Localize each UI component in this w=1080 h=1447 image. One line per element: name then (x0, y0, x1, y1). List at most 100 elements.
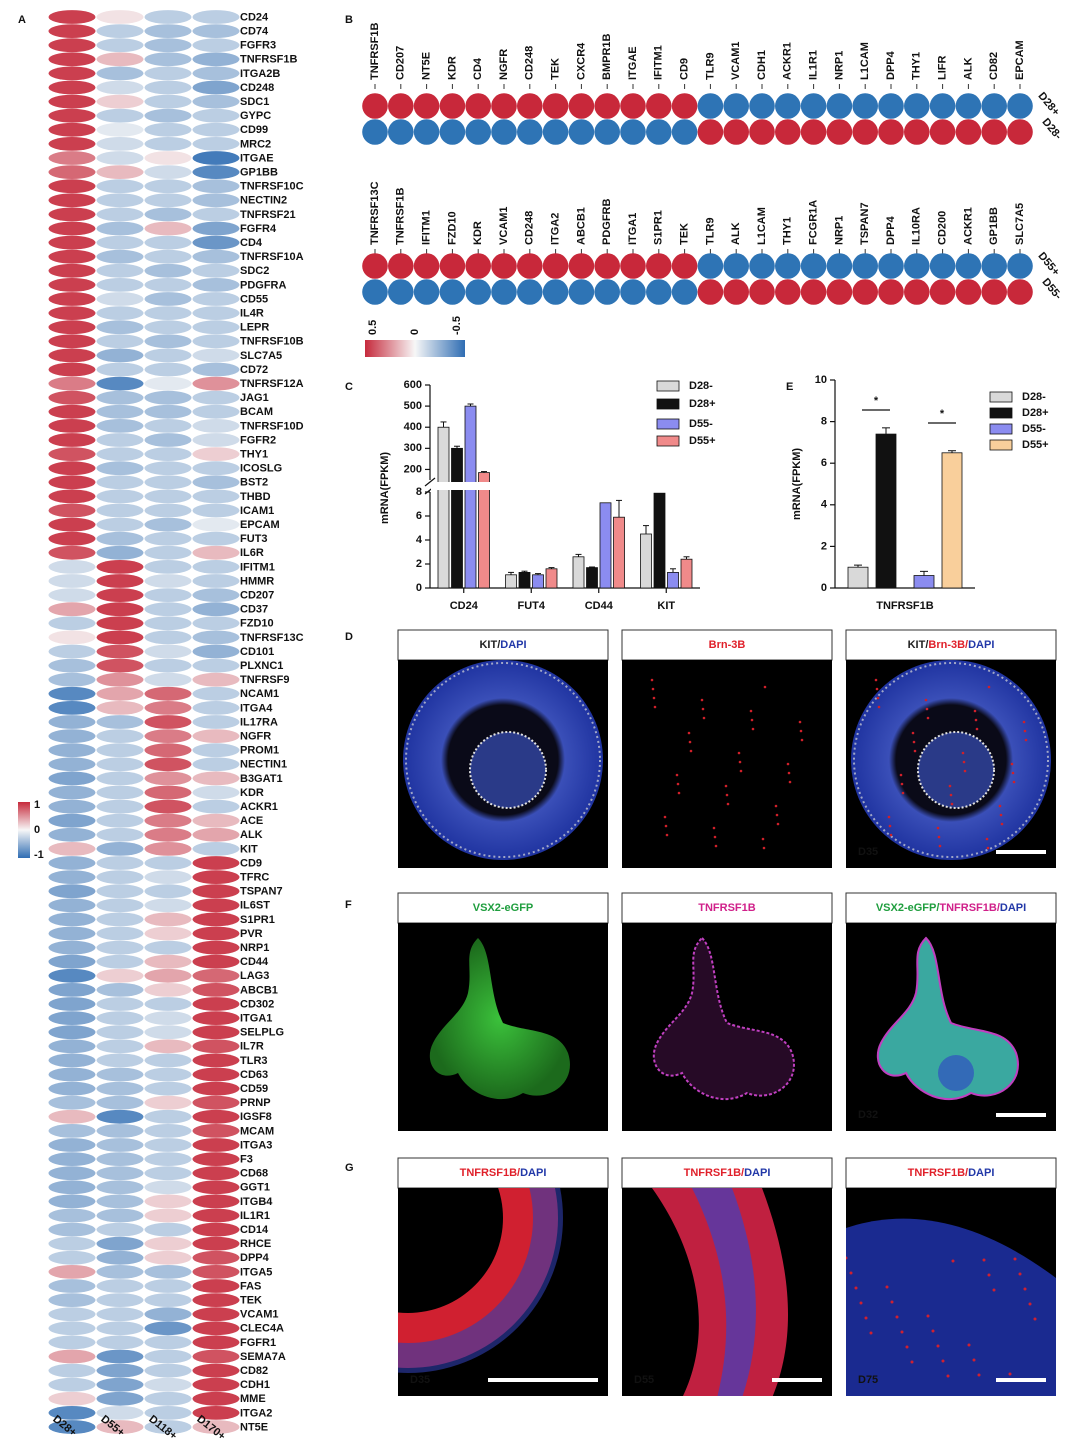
heatmap-cell (48, 348, 96, 363)
dot (465, 119, 492, 145)
heatmap-cell (48, 80, 96, 95)
dot (646, 279, 672, 305)
gene-label: JAG1 (240, 392, 269, 404)
y-axis-label: mRNA(FPKM) (791, 448, 803, 520)
heatmap-cell (192, 38, 240, 53)
heatmap-cell (48, 461, 96, 476)
gene-label: ITGAE (240, 152, 274, 164)
heatmap-cell (144, 419, 192, 433)
gene-label: L1CAM (756, 207, 768, 245)
gene-label: CD207 (395, 46, 407, 80)
signal-dot (899, 773, 903, 777)
day-label: D55 (634, 1374, 654, 1386)
gene-label: GGT1 (240, 1182, 270, 1194)
gene-label: BCAM (240, 406, 273, 418)
gene-label: S1PR1 (653, 210, 665, 245)
heatmap-cell (48, 658, 96, 673)
heatmap-cell (96, 503, 144, 518)
gene-label: PLXNC1 (240, 660, 283, 672)
signal-dot (700, 698, 704, 702)
heatmap-cell (192, 870, 240, 884)
heatmap-cell (48, 151, 96, 165)
heatmap-cell (96, 1321, 144, 1336)
gene-label: FZD10 (240, 618, 274, 630)
gene-label: IFITM1 (421, 210, 433, 245)
dot (878, 279, 904, 305)
heatmap-cell (48, 531, 96, 546)
signal-dot (910, 1360, 914, 1364)
heatmap-cell (96, 997, 144, 1011)
dot (620, 253, 646, 279)
heatmap-cell (96, 320, 144, 335)
heatmap-cell (96, 66, 144, 81)
signal-dot (992, 1288, 996, 1292)
dot (697, 279, 724, 305)
dot (413, 253, 440, 279)
signal-dot (1022, 720, 1026, 724)
bar (599, 502, 612, 589)
heatmap-cell (48, 447, 96, 461)
gene-label: ACKR1 (962, 207, 974, 245)
dot (955, 93, 982, 119)
signal-dot (1010, 762, 1014, 766)
heatmap-cell (192, 10, 240, 24)
heatmap-cell (144, 404, 192, 419)
colorbar-tick-label: 0 (409, 329, 421, 335)
lens (469, 731, 547, 809)
significance-mark: * (940, 408, 945, 420)
gene-label: TNFRSF9 (240, 674, 290, 686)
dot (826, 93, 853, 119)
heatmap-cell (48, 616, 96, 631)
title-part: TNFRSF1B/ (684, 1167, 745, 1179)
signal-dot (737, 751, 741, 755)
signal-dot (885, 1285, 889, 1289)
signal-dot (749, 709, 753, 713)
heatmap-cell (48, 1208, 96, 1223)
heatmap-cell (48, 1363, 96, 1378)
tile-header (621, 1157, 833, 1189)
dot (594, 279, 620, 305)
heatmap-cell (96, 306, 144, 320)
colorbar (365, 340, 465, 357)
heatmap-cell (48, 24, 96, 38)
heatmap-cell (144, 1293, 192, 1307)
heatmap-cell (192, 1236, 240, 1251)
heatmap-cell (192, 461, 240, 476)
tile-header (397, 892, 609, 924)
dot (542, 119, 569, 145)
dot (749, 93, 775, 119)
heatmap-cell (192, 1166, 240, 1181)
signal-dot (799, 729, 803, 733)
signal-dot (846, 1256, 848, 1260)
legend-swatch (989, 423, 1013, 435)
gene-label: CD68 (240, 1168, 268, 1180)
gene-label: TLR3 (240, 1055, 268, 1067)
heatmap-cell (48, 179, 96, 194)
gene-label: ACKR1 (240, 801, 278, 813)
heatmap-cell (48, 292, 96, 306)
heatmap-cell (96, 983, 144, 997)
heatmap-cell (144, 489, 192, 504)
heatmap-cell (96, 588, 144, 602)
heatmap-cell (96, 1025, 144, 1040)
heatmap-cell (96, 1236, 144, 1251)
heatmap-cell (96, 433, 144, 447)
heatmap-cell (144, 602, 192, 617)
signal-dot (761, 837, 765, 841)
heatmap-cell (192, 799, 240, 814)
heatmap-cell (96, 1194, 144, 1209)
heatmap-cell (144, 827, 192, 842)
signal-dot (664, 824, 668, 828)
signal-dot (948, 784, 952, 788)
heatmap-cell (48, 1293, 96, 1307)
heatmap-cell (96, 475, 144, 490)
micrograph (622, 923, 832, 1131)
heatmap-cell (144, 856, 192, 870)
y-tick-label: 4 (416, 534, 423, 546)
gene-label: FAS (240, 1280, 261, 1292)
bar (847, 566, 869, 589)
colorbar-tick-label: -1 (34, 849, 44, 861)
signal-dot (877, 705, 881, 709)
gene-label: CD82 (240, 1365, 268, 1377)
y-tick-label: 400 (404, 421, 422, 433)
